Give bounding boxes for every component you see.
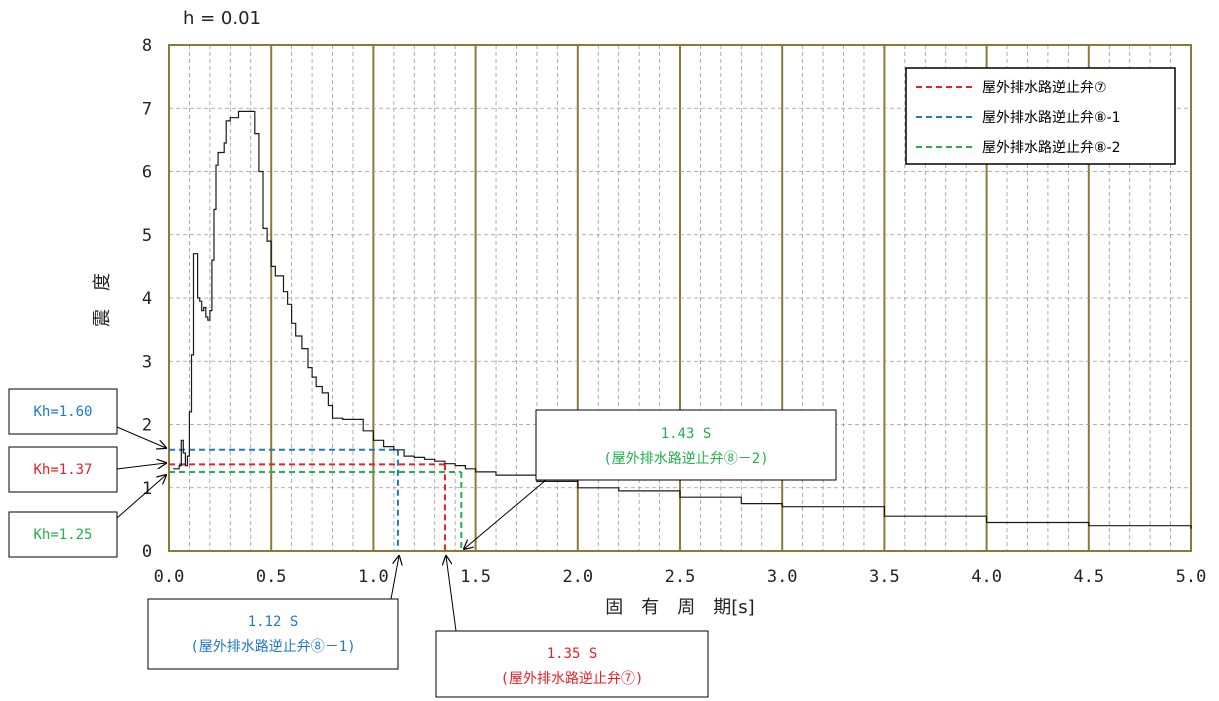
x-tick-label: 1.0 <box>358 567 389 587</box>
callout-period-135-name: (屋外排水路逆止弁⑦) <box>501 671 644 687</box>
callout-kh-137-text: Kh=1.37 <box>33 462 92 478</box>
y-tick-label: 2 <box>142 416 152 436</box>
spectrum-line <box>173 110 1192 529</box>
y-tick-label: 1 <box>142 479 152 499</box>
x-tick-label: 1.5 <box>460 567 491 587</box>
callout-period-112-name: (屋外排水路逆止弁⑧－1) <box>190 639 355 655</box>
x-tick-label: 2.0 <box>562 567 593 587</box>
callout-kh-137: Kh=1.37 <box>8 446 166 493</box>
callout-period-143-box <box>535 409 837 481</box>
callout-period-112-arrow <box>390 556 399 600</box>
callout-period-143-value: 1.43 S <box>661 426 712 442</box>
callout-kh-125-box <box>8 511 118 558</box>
x-tick-label: 3.0 <box>767 567 798 587</box>
callout-kh-125-text: Kh=1.25 <box>33 527 92 543</box>
callout-kh-160-text: Kh=1.60 <box>33 404 92 420</box>
callout-period-135: 1.35 S (屋外排水路逆止弁⑦) <box>435 556 709 698</box>
y-axis-label: 震 度 <box>92 273 113 327</box>
callout-period-135-value: 1.35 S <box>547 646 598 662</box>
callout-period-135-arrow <box>446 556 457 632</box>
callout-period-112-box <box>147 598 399 670</box>
x-tick-label: 4.0 <box>971 567 1002 587</box>
legend-label-1: 屋外排水路逆止弁⑦ <box>982 80 1107 96</box>
callout-period-143: 1.43 S (屋外排水路逆止弁⑧－2) <box>464 409 837 549</box>
y-tick-label: 3 <box>142 352 152 372</box>
x-tick-label: 2.5 <box>665 567 696 587</box>
y-tick-label: 8 <box>142 36 152 56</box>
x-axis-label: 固 有 周 期[s] <box>605 597 754 618</box>
legend-label-3: 屋外排水路逆止弁⑧-2 <box>982 140 1121 156</box>
callout-kh-160-box <box>8 388 118 435</box>
chart-title: h = 0.01 <box>183 8 261 29</box>
y-tick-label: 0 <box>142 542 152 562</box>
callout-period-112-value: 1.12 S <box>248 614 299 630</box>
callout-period-112: 1.12 S (屋外排水路逆止弁⑧－1) <box>147 556 399 670</box>
x-tick-label: 0.5 <box>256 567 287 587</box>
x-tick-label: 0.0 <box>154 567 185 587</box>
callout-period-143-arrow <box>464 479 547 549</box>
plot-frame <box>168 44 1192 552</box>
x-tick-labels: 0.0 0.5 1.0 1.5 2.0 2.5 3.0 3.5 4.0 4.5 5.0 <box>154 567 1207 587</box>
callout-kh-137-arrow <box>116 463 166 470</box>
period-markers <box>169 448 463 551</box>
callout-kh-160-arrow <box>116 426 166 448</box>
callout-kh-125: Kh=1.25 <box>8 475 166 558</box>
legend-label-2: 屋外排水路逆止弁⑧-1 <box>982 110 1121 126</box>
callout-kh-160: Kh=1.60 <box>8 388 166 448</box>
x-tick-label: 3.5 <box>869 567 900 587</box>
y-tick-labels: 0 1 2 3 4 5 6 7 8 <box>142 36 152 562</box>
y-tick-label: 6 <box>142 163 152 183</box>
legend: 屋外排水路逆止弁⑦ 屋外排水路逆止弁⑧-1 屋外排水路逆止弁⑧-2 <box>905 67 1176 165</box>
y-tick-label: 5 <box>142 226 152 246</box>
x-tick-label: 5.0 <box>1176 567 1207 587</box>
legend-items: 屋外排水路逆止弁⑦ 屋外排水路逆止弁⑧-1 屋外排水路逆止弁⑧-2 <box>916 80 1121 156</box>
x-tick-label: 4.5 <box>1073 567 1104 587</box>
y-tick-label: 7 <box>142 99 152 119</box>
callout-period-135-box <box>435 630 709 698</box>
y-tick-label: 4 <box>142 289 152 309</box>
callout-period-143-name: (屋外排水路逆止弁⑧－2) <box>603 451 768 467</box>
callout-kh-125-arrow <box>116 475 166 519</box>
callout-kh-137-box <box>8 446 118 493</box>
